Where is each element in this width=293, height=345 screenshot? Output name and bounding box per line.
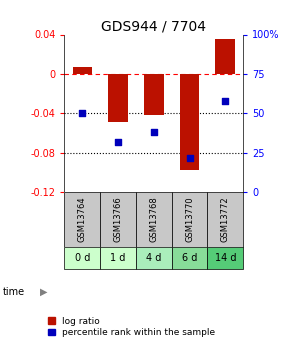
Text: GSM13768: GSM13768 xyxy=(149,197,158,242)
Text: 4 d: 4 d xyxy=(146,253,161,263)
Text: 1 d: 1 d xyxy=(110,253,126,263)
Point xyxy=(223,98,228,104)
Legend: log ratio, percentile rank within the sample: log ratio, percentile rank within the sa… xyxy=(48,317,215,337)
Bar xyxy=(72,67,92,74)
Bar xyxy=(215,39,235,74)
Text: 14 d: 14 d xyxy=(214,253,236,263)
Bar xyxy=(207,247,243,269)
Bar xyxy=(100,193,136,247)
Text: ▶: ▶ xyxy=(40,287,47,296)
Text: time: time xyxy=(3,287,25,296)
Bar xyxy=(180,74,200,170)
Bar xyxy=(108,74,128,122)
Point xyxy=(151,130,156,135)
Point xyxy=(80,111,85,116)
Text: 6 d: 6 d xyxy=(182,253,197,263)
Title: GDS944 / 7704: GDS944 / 7704 xyxy=(101,19,206,33)
Bar xyxy=(64,193,100,247)
Bar xyxy=(100,247,136,269)
Bar xyxy=(136,247,172,269)
Bar xyxy=(207,193,243,247)
Text: GSM13764: GSM13764 xyxy=(78,197,87,242)
Text: GSM13770: GSM13770 xyxy=(185,197,194,242)
Bar xyxy=(172,193,207,247)
Point xyxy=(116,139,120,145)
Text: 0 d: 0 d xyxy=(75,253,90,263)
Bar xyxy=(136,193,172,247)
Text: GSM13772: GSM13772 xyxy=(221,197,230,242)
Text: GSM13766: GSM13766 xyxy=(114,197,122,242)
Bar xyxy=(172,247,207,269)
Bar xyxy=(64,247,100,269)
Point xyxy=(187,155,192,160)
Bar xyxy=(144,74,164,116)
